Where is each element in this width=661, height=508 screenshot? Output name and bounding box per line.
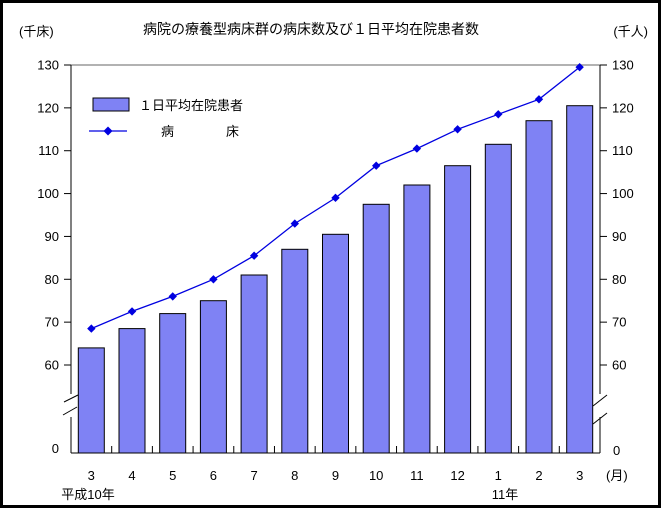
beds-point-month-7-idx4 [249, 251, 259, 260]
bar-month-10-idx7 [362, 203, 390, 454]
bar-month-1-idx10 [484, 143, 512, 454]
x-axis-labels-group: 3 4 5 6 7 8 9 10 11 12 1 2 3 [88, 468, 584, 483]
x-label-month-10-idx7: 10 [369, 468, 383, 483]
y-tick-label-left-110: 110 [38, 143, 59, 158]
x-label-month-8-idx5: 8 [291, 468, 298, 483]
bar-month-8-idx5 [281, 248, 309, 454]
y-tick-label-right-90: 90 [612, 229, 626, 244]
x-label-month-4-idx1: 4 [128, 468, 135, 483]
legend-line-label: 病 床 [161, 124, 239, 139]
left-axis-zero-label: 0 [52, 441, 59, 456]
left-axis-break-icon [62, 394, 79, 416]
bar-month-6-idx3 [199, 300, 227, 454]
bar-month-4-idx1 [118, 328, 146, 454]
y-tick-label-right-110: 110 [612, 143, 633, 158]
x-label-month-11-idx8: 11 [410, 468, 424, 483]
beds-point-month-1-idx10 [494, 110, 503, 119]
y-tick-label-left-70: 70 [45, 315, 59, 330]
beds-point-month-11-idx8 [412, 144, 422, 153]
chart-title: 病院の療養型病床群の病床数及び１日平均在院患者数 [143, 21, 479, 37]
beds-point-month-8-idx5 [290, 219, 300, 228]
left-axis-unit-label: (千床) [19, 24, 54, 39]
y-tick-label-left-130: 130 [37, 58, 59, 73]
month-unit-label: (月) [606, 468, 628, 483]
era-label-heisei11: 11年 [492, 487, 519, 502]
beds-point-month-4-idx1 [127, 307, 137, 316]
y-tick-label-right-120: 120 [612, 100, 634, 115]
legend: １日平均在院患者 病 床 [89, 97, 243, 139]
right-axis-unit-label: (千人) [613, 24, 648, 39]
beds-point-month-5-idx2 [168, 292, 177, 301]
x-label-month-12-idx9: 12 [450, 468, 464, 483]
bar-month-11-idx8 [403, 184, 431, 454]
legend-bar-label: １日平均在院患者 [139, 98, 243, 113]
beds-point-month-2-idx11 [534, 95, 544, 104]
chart-canvas: 病院の療養型病床群の病床数及び１日平均在院患者数 (千床) (千人) 0 0 1… [19, 21, 648, 502]
bar-month-2-idx11 [525, 120, 553, 454]
y-tick-label-right-60: 60 [612, 358, 626, 373]
x-label-month-3-idx12: 3 [576, 468, 583, 483]
y-tick-label-left-80: 80 [45, 272, 59, 287]
y-tick-label-left-120: 120 [37, 100, 59, 115]
y-tick-label-right-100: 100 [612, 186, 634, 201]
right-axis-zero-label: 0 [613, 443, 620, 458]
bars-group [77, 105, 594, 454]
bar-month-3-idx0 [77, 347, 105, 454]
x-label-month-2-idx11: 2 [535, 468, 542, 483]
beds-point-month-3-idx0 [87, 324, 96, 333]
x-axis-ticks-group [111, 446, 560, 453]
y-tick-label-left-60: 60 [45, 358, 59, 373]
y-tick-label-left-90: 90 [45, 229, 59, 244]
legend-bar-swatch [92, 97, 130, 112]
y-tick-label-right-130: 130 [612, 58, 634, 73]
right-axis-break-icon [592, 394, 608, 425]
y-axis-ticks-group: 130 130 120 120 110 110 100 100 90 90 80 80 70 70 60 60 [37, 58, 633, 373]
legend-line-marker-icon [103, 126, 113, 136]
x-label-month-5-idx2: 5 [169, 468, 176, 483]
beds-point-month-10-idx7 [371, 161, 381, 170]
x-label-month-9-idx6: 9 [332, 468, 339, 483]
y-tick-label-right-70: 70 [612, 315, 626, 330]
bar-month-9-idx6 [322, 233, 349, 454]
y-tick-label-right-80: 80 [612, 272, 626, 287]
beds-point-month-12-idx9 [453, 125, 462, 134]
beds-point-month-3-idx12 [575, 62, 584, 72]
bar-month-12-idx9 [444, 165, 472, 454]
x-label-month-6-idx3: 6 [210, 468, 217, 483]
x-label-month-3-idx0: 3 [88, 468, 95, 483]
bar-month-3-idx12 [566, 105, 594, 454]
beds-point-month-6-idx3 [209, 275, 218, 284]
y-tick-label-left-100: 100 [37, 186, 59, 201]
bar-month-7-idx4 [240, 274, 268, 454]
beds-line-group [87, 62, 584, 333]
bar-month-5-idx2 [159, 313, 187, 454]
x-label-month-7-idx4: 7 [250, 468, 257, 483]
era-label-heisei10: 平成10年 [61, 487, 114, 502]
x-label-month-1-idx10: 1 [495, 468, 502, 483]
beds-point-month-9-idx6 [331, 193, 340, 203]
